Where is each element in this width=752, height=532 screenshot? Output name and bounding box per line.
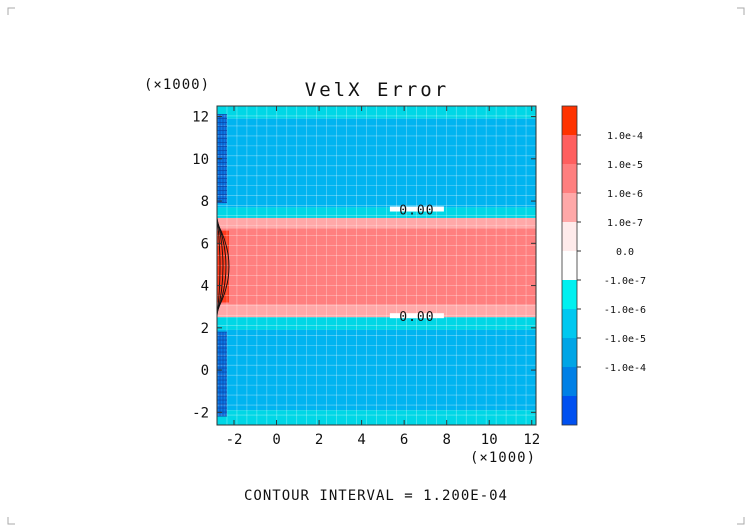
- plot-frame: [216, 105, 537, 426]
- core-contour-line: [216, 216, 221, 317]
- y-tick-label: -2: [192, 405, 209, 421]
- plot-area: 0.00 0.00 -2 0 2 4 6 8 10 12 -2 0 2 4 6 8 10 12: [192, 105, 540, 448]
- band-upper-pink: [217, 217, 536, 229]
- colorbar-swatch: [562, 338, 577, 367]
- colorbar-label: -1.0e-5: [604, 334, 646, 345]
- colorbar-label: 1.0e-7: [607, 218, 643, 229]
- x-tick-label: 8: [442, 432, 450, 448]
- x-tick-label: 0: [272, 432, 280, 448]
- y-scale-label: (×1000): [144, 77, 210, 93]
- colorbar-label: 0.0: [616, 247, 634, 258]
- colorbar: 1.0e-4 1.0e-5 1.0e-6 1.0e-7 0.0 -1.0e-7 -1.0e-…: [561, 105, 646, 426]
- colorbar-swatch: [562, 222, 577, 251]
- left-edge-lower: [217, 332, 227, 417]
- x-scale-label: (×1000): [470, 450, 536, 466]
- colorbar-swatch: [562, 396, 577, 425]
- contour-label-0: 0.00: [399, 204, 434, 219]
- colorbar-swatch: [562, 164, 577, 193]
- contour-label-bg: [389, 313, 444, 319]
- colorbar-swatch: [562, 106, 577, 135]
- chart-title: VelX Error: [305, 79, 449, 101]
- colorbar-label: 1.0e-6: [607, 189, 643, 200]
- colorbar-label: -1.0e-6: [604, 305, 646, 316]
- contour-label-bg: [389, 206, 444, 212]
- x-tick-label: 6: [400, 432, 408, 448]
- band-lower-transition: [217, 317, 536, 330]
- y-tick-label: 4: [201, 279, 209, 295]
- core-contour-line: [216, 222, 230, 311]
- x-tick-label: 10: [481, 432, 498, 448]
- colorbar-swatch: [562, 367, 577, 396]
- colorbar-frame: [561, 105, 578, 426]
- contour-label-1: 0.00: [399, 310, 434, 325]
- colorbar-label: 1.0e-5: [607, 160, 643, 171]
- core-contour-line: [216, 218, 224, 315]
- contour-interval-label: CONTOUR INTERVAL = 1.200E-04: [244, 488, 508, 504]
- x-tick-label: 12: [523, 432, 540, 448]
- y-tick-label: 6: [201, 236, 209, 252]
- y-tick-label: 2: [201, 321, 209, 337]
- x-tick-label: 4: [357, 432, 365, 448]
- colorbar-swatch: [562, 135, 577, 164]
- band-bottom-edge: [217, 410, 536, 425]
- x-tick-label: -2: [226, 432, 243, 448]
- band-lower-pink: [217, 304, 536, 318]
- x-tick-label: 2: [315, 432, 323, 448]
- colorbar-label: -1.0e-7: [604, 276, 646, 287]
- left-edge-hatching: [217, 114, 227, 417]
- y-tick-label: 0: [201, 363, 209, 379]
- colorbar-swatch: [562, 280, 577, 309]
- y-tick-label: 12: [192, 110, 209, 126]
- band-lower-field: [217, 329, 536, 411]
- y-tick-label: 8: [201, 194, 209, 210]
- core-contours: [216, 216, 230, 317]
- band-upper-field: [217, 118, 536, 208]
- colorbar-swatch: [562, 309, 577, 338]
- page-corner-marks: [7, 7, 745, 525]
- y-tick-label: 10: [192, 152, 209, 168]
- colorbar-label: 1.0e-4: [607, 131, 643, 142]
- colorbar-swatch: [562, 251, 577, 280]
- band-upper-transition: [217, 207, 536, 218]
- band-core: [217, 228, 536, 305]
- band-top-edge: [217, 106, 536, 119]
- colorbar-label: -1.0e-4: [604, 363, 646, 374]
- colorbar-swatch: [562, 193, 577, 222]
